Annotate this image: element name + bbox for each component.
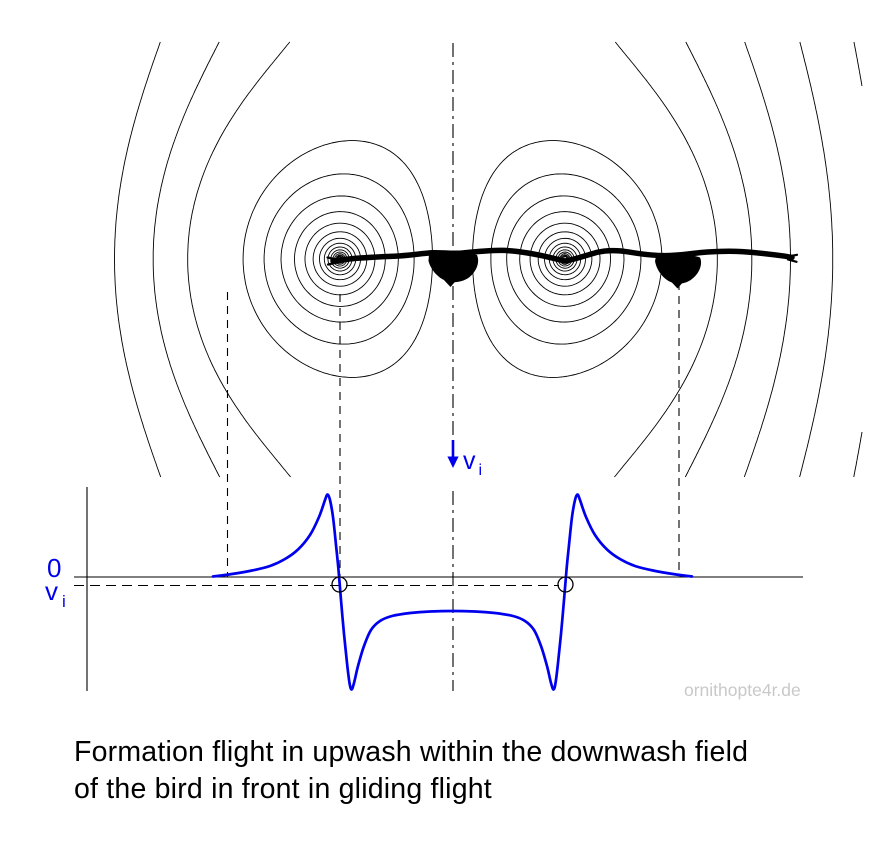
vortex-streamlines [114, 41, 863, 478]
rear-bird-tail [671, 281, 684, 289]
caption-line-2: of the bird in front in gliding flight [74, 773, 492, 805]
rear-bird-body [655, 254, 702, 284]
caption-line-1: Formation flight in upwash within the do… [74, 736, 749, 768]
front-bird-tail [443, 279, 457, 287]
guide-lines [226, 43, 680, 691]
watermark: ornithopte4r.de [684, 680, 801, 700]
arrow-head-icon [447, 456, 459, 468]
vi-axis-label: v [45, 576, 58, 606]
velocity-profile-plot [74, 487, 803, 691]
vi-arrow-label-subscript: i [479, 462, 483, 479]
right-wingtip-feathers [786, 253, 799, 263]
streamline-field [114, 41, 863, 478]
front-bird-body [428, 251, 479, 283]
bird-silhouettes [326, 247, 799, 289]
downwash-arrow [447, 440, 459, 468]
bird-wings-band [330, 247, 795, 264]
figure-caption: Formation flight in upwash within the do… [74, 734, 874, 808]
left-wingtip-feathers [326, 256, 339, 266]
induced-velocity-curve [211, 493, 694, 691]
zero-axis-label: 0 [47, 553, 61, 583]
vi-axis-label-subscript: i [62, 592, 66, 611]
vortex-center-marker-2 [557, 576, 574, 593]
vi-arrow-label: v [463, 447, 476, 475]
vortex-center-marker-1 [331, 576, 348, 593]
